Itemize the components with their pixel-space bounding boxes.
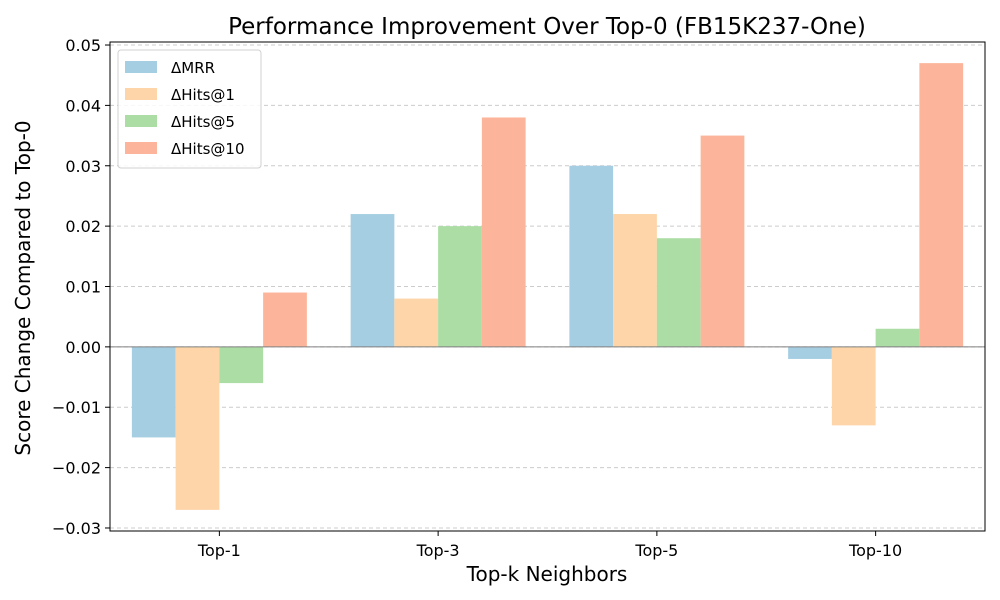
y-tick-label: −0.01 bbox=[52, 398, 101, 417]
x-tick-label: Top-5 bbox=[634, 541, 678, 560]
x-tick-label: Top-1 bbox=[197, 541, 241, 560]
legend-label: ΔHits@5 bbox=[171, 113, 235, 131]
legend-swatch bbox=[125, 142, 157, 154]
x-axis-ticks: Top-1 Top-3 Top-5 Top-10 bbox=[197, 531, 902, 560]
bar bbox=[350, 214, 395, 347]
y-tick-label: 0.01 bbox=[65, 278, 101, 297]
y-axis-ticks: −0.03 −0.02 −0.01 0.00 0.01 0.02 0.03 0.04 0.05 bbox=[52, 36, 110, 538]
y-tick-label: −0.02 bbox=[52, 459, 101, 478]
legend-label: ΔMRR bbox=[171, 59, 215, 77]
chart-title: Performance Improvement Over Top-0 (FB15… bbox=[228, 14, 866, 40]
bar bbox=[613, 214, 657, 347]
legend-swatch bbox=[125, 115, 157, 127]
y-tick-label: 0.04 bbox=[65, 96, 101, 115]
bar bbox=[700, 135, 745, 347]
x-axis-label: Top-k Neighbors bbox=[466, 562, 628, 586]
bar bbox=[656, 238, 701, 347]
bar bbox=[394, 298, 439, 347]
y-tick-label: 0.03 bbox=[65, 157, 101, 176]
bar bbox=[481, 117, 526, 347]
y-tick-label: 0.02 bbox=[65, 217, 101, 236]
y-tick-label: 0.00 bbox=[65, 338, 101, 357]
bar bbox=[919, 63, 964, 347]
bar bbox=[788, 346, 832, 359]
legend-label: ΔHits@10 bbox=[171, 140, 245, 158]
x-tick-label: Top-3 bbox=[416, 541, 460, 560]
bar bbox=[219, 346, 264, 384]
legend-swatch bbox=[125, 88, 157, 100]
bar bbox=[175, 346, 220, 510]
bar bbox=[438, 226, 482, 347]
bar bbox=[831, 346, 876, 426]
bar bbox=[875, 328, 920, 347]
bar bbox=[131, 346, 176, 438]
bar bbox=[569, 165, 614, 347]
bars bbox=[131, 63, 964, 510]
legend-swatch bbox=[125, 61, 157, 73]
legend-box bbox=[117, 49, 262, 169]
y-axis-label: Score Change Compared to Top-0 bbox=[11, 120, 35, 455]
legend-label: ΔHits@1 bbox=[171, 86, 235, 104]
x-tick-label: Top-10 bbox=[848, 541, 902, 560]
legend: ΔMRR ΔHits@1 ΔHits@5 ΔHits@10 bbox=[117, 49, 262, 169]
y-tick-label: −0.03 bbox=[52, 519, 101, 538]
y-tick-label: 0.05 bbox=[65, 36, 101, 55]
bar bbox=[263, 292, 307, 347]
